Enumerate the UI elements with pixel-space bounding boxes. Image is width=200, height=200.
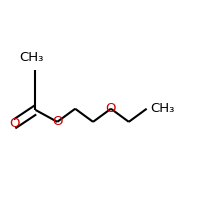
Text: O: O [106, 102, 116, 115]
Text: CH₃: CH₃ [151, 102, 175, 115]
Text: O: O [9, 117, 20, 130]
Text: CH₃: CH₃ [19, 51, 44, 64]
Text: O: O [52, 115, 63, 128]
